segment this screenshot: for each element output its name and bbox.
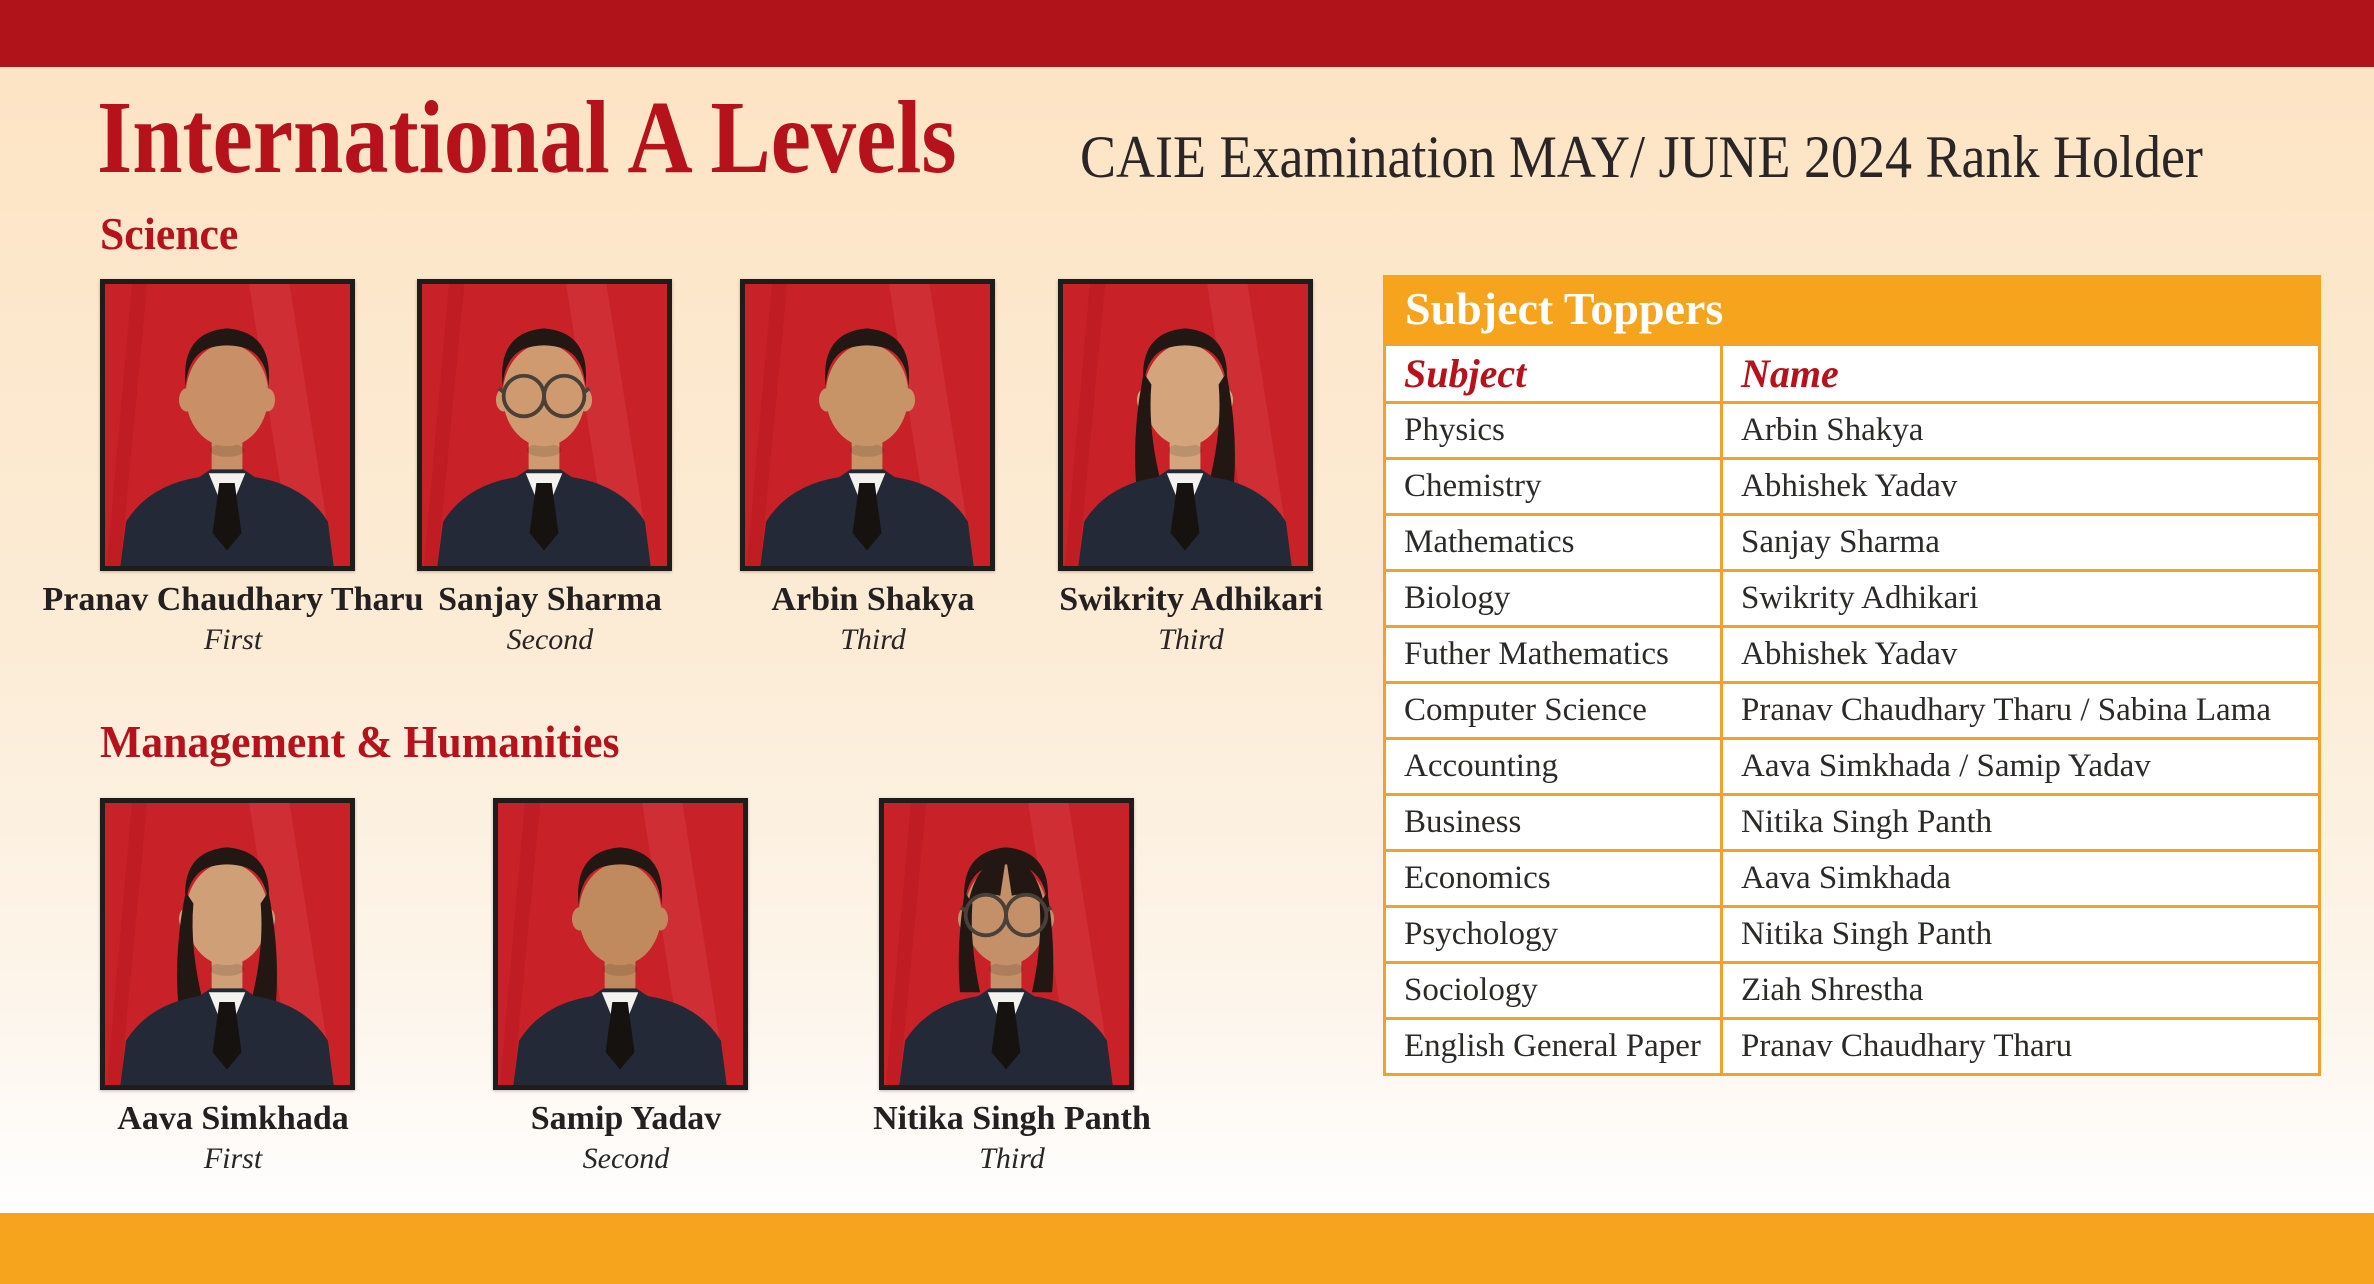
- student-rank: Third: [840, 623, 906, 657]
- student-name: Sanjay Sharma: [438, 581, 662, 618]
- toppers-table-title: Subject Toppers: [1383, 275, 2321, 343]
- name-cell: Nitika Singh Panth: [1720, 905, 2321, 964]
- student-name: Arbin Shakya: [771, 581, 975, 618]
- student-photo: [100, 798, 355, 1090]
- student-photo: [100, 279, 355, 571]
- name-cell: Abhishek Yadav: [1720, 625, 2321, 684]
- student-card: Samip Yadav Second: [493, 798, 758, 1175]
- student-card: Aava Simkhada First: [100, 798, 365, 1175]
- student-rank: Third: [979, 1142, 1045, 1176]
- table-row: Mathematics Sanjay Sharma: [1383, 513, 2321, 572]
- student-name: Samip Yadav: [530, 1100, 722, 1137]
- table-row: Physics Arbin Shakya: [1383, 401, 2321, 460]
- bottom-orange-bar: [0, 1213, 2374, 1284]
- student-card: Pranav Chaudhary Tharu First: [42, 279, 424, 656]
- subject-cell: Physics: [1383, 401, 1723, 460]
- student-name: Pranav Chaudhary Tharu: [42, 581, 424, 618]
- name-cell: Pranav Chaudhary Tharu / Sabina Lama: [1720, 681, 2321, 740]
- student-card: Nitika Singh Panth Third: [873, 798, 1151, 1175]
- name-cell: Ziah Shrestha: [1720, 961, 2321, 1020]
- table-row: Biology Swikrity Adhikari: [1383, 569, 2321, 628]
- name-cell: Sanjay Sharma: [1720, 513, 2321, 572]
- student-rank: First: [203, 623, 263, 657]
- name-cell: Abhishek Yadav: [1720, 457, 2321, 516]
- student-card: Sanjay Sharma Second: [417, 279, 682, 656]
- toppers-header-row: Subject Name: [1383, 343, 2321, 404]
- student-name: Swikrity Adhikari: [1059, 581, 1323, 618]
- subject-toppers-panel: Subject Toppers Subject Name Physics Arb…: [1383, 275, 2321, 1076]
- student-rank: Second: [582, 1142, 670, 1176]
- table-row: Accounting Aava Simkhada / Samip Yadav: [1383, 737, 2321, 796]
- name-cell: Swikrity Adhikari: [1720, 569, 2321, 628]
- top-red-bar: [0, 0, 2374, 67]
- student-card: Arbin Shakya Third: [740, 279, 1005, 656]
- table-row: Business Nitika Singh Panth: [1383, 793, 2321, 852]
- student-name: Nitika Singh Panth: [873, 1100, 1151, 1137]
- table-row: Economics Aava Simkhada: [1383, 849, 2321, 908]
- toppers-table: Subject Name Physics Arbin Shakya Chemis…: [1383, 343, 2321, 1076]
- subject-cell: Psychology: [1383, 905, 1723, 964]
- student-photo: [879, 798, 1134, 1090]
- column-header-name: Name: [1720, 343, 2321, 404]
- student-rank: First: [203, 1142, 263, 1176]
- subject-cell: Computer Science: [1383, 681, 1723, 740]
- table-row: English General Paper Pranav Chaudhary T…: [1383, 1017, 2321, 1076]
- page-subtitle: CAIE Examination MAY/ JUNE 2024 Rank Hol…: [1080, 124, 2203, 190]
- student-photo: [493, 798, 748, 1090]
- table-row: Computer Science Pranav Chaudhary Tharu …: [1383, 681, 2321, 740]
- subject-cell: Sociology: [1383, 961, 1723, 1020]
- table-row: Chemistry Abhishek Yadav: [1383, 457, 2321, 516]
- table-row: Sociology Ziah Shrestha: [1383, 961, 2321, 1020]
- section-heading-science: Science: [100, 208, 239, 259]
- section-heading-management: Management & Humanities: [100, 716, 620, 767]
- subject-cell: Economics: [1383, 849, 1723, 908]
- student-photo: [1058, 279, 1313, 571]
- subject-cell: Accounting: [1383, 737, 1723, 796]
- name-cell: Nitika Singh Panth: [1720, 793, 2321, 852]
- column-header-subject: Subject: [1383, 343, 1723, 404]
- student-rank: Second: [506, 623, 594, 657]
- subject-cell: English General Paper: [1383, 1017, 1723, 1076]
- subject-cell: Business: [1383, 793, 1723, 852]
- student-photo: [740, 279, 995, 571]
- subject-cell: Biology: [1383, 569, 1723, 628]
- student-card: Swikrity Adhikari Third: [1058, 279, 1323, 656]
- name-cell: Arbin Shakya: [1720, 401, 2321, 460]
- subject-cell: Chemistry: [1383, 457, 1723, 516]
- student-photo: [417, 279, 672, 571]
- page-title: International A Levels: [97, 80, 957, 195]
- name-cell: Aava Simkhada / Samip Yadav: [1720, 737, 2321, 796]
- student-rank: Third: [1158, 623, 1224, 657]
- subject-cell: Futher Mathematics: [1383, 625, 1723, 684]
- table-row: Psychology Nitika Singh Panth: [1383, 905, 2321, 964]
- name-cell: Pranav Chaudhary Tharu: [1720, 1017, 2321, 1076]
- name-cell: Aava Simkhada: [1720, 849, 2321, 908]
- student-name: Aava Simkhada: [117, 1100, 349, 1137]
- table-row: Futher Mathematics Abhishek Yadav: [1383, 625, 2321, 684]
- subject-cell: Mathematics: [1383, 513, 1723, 572]
